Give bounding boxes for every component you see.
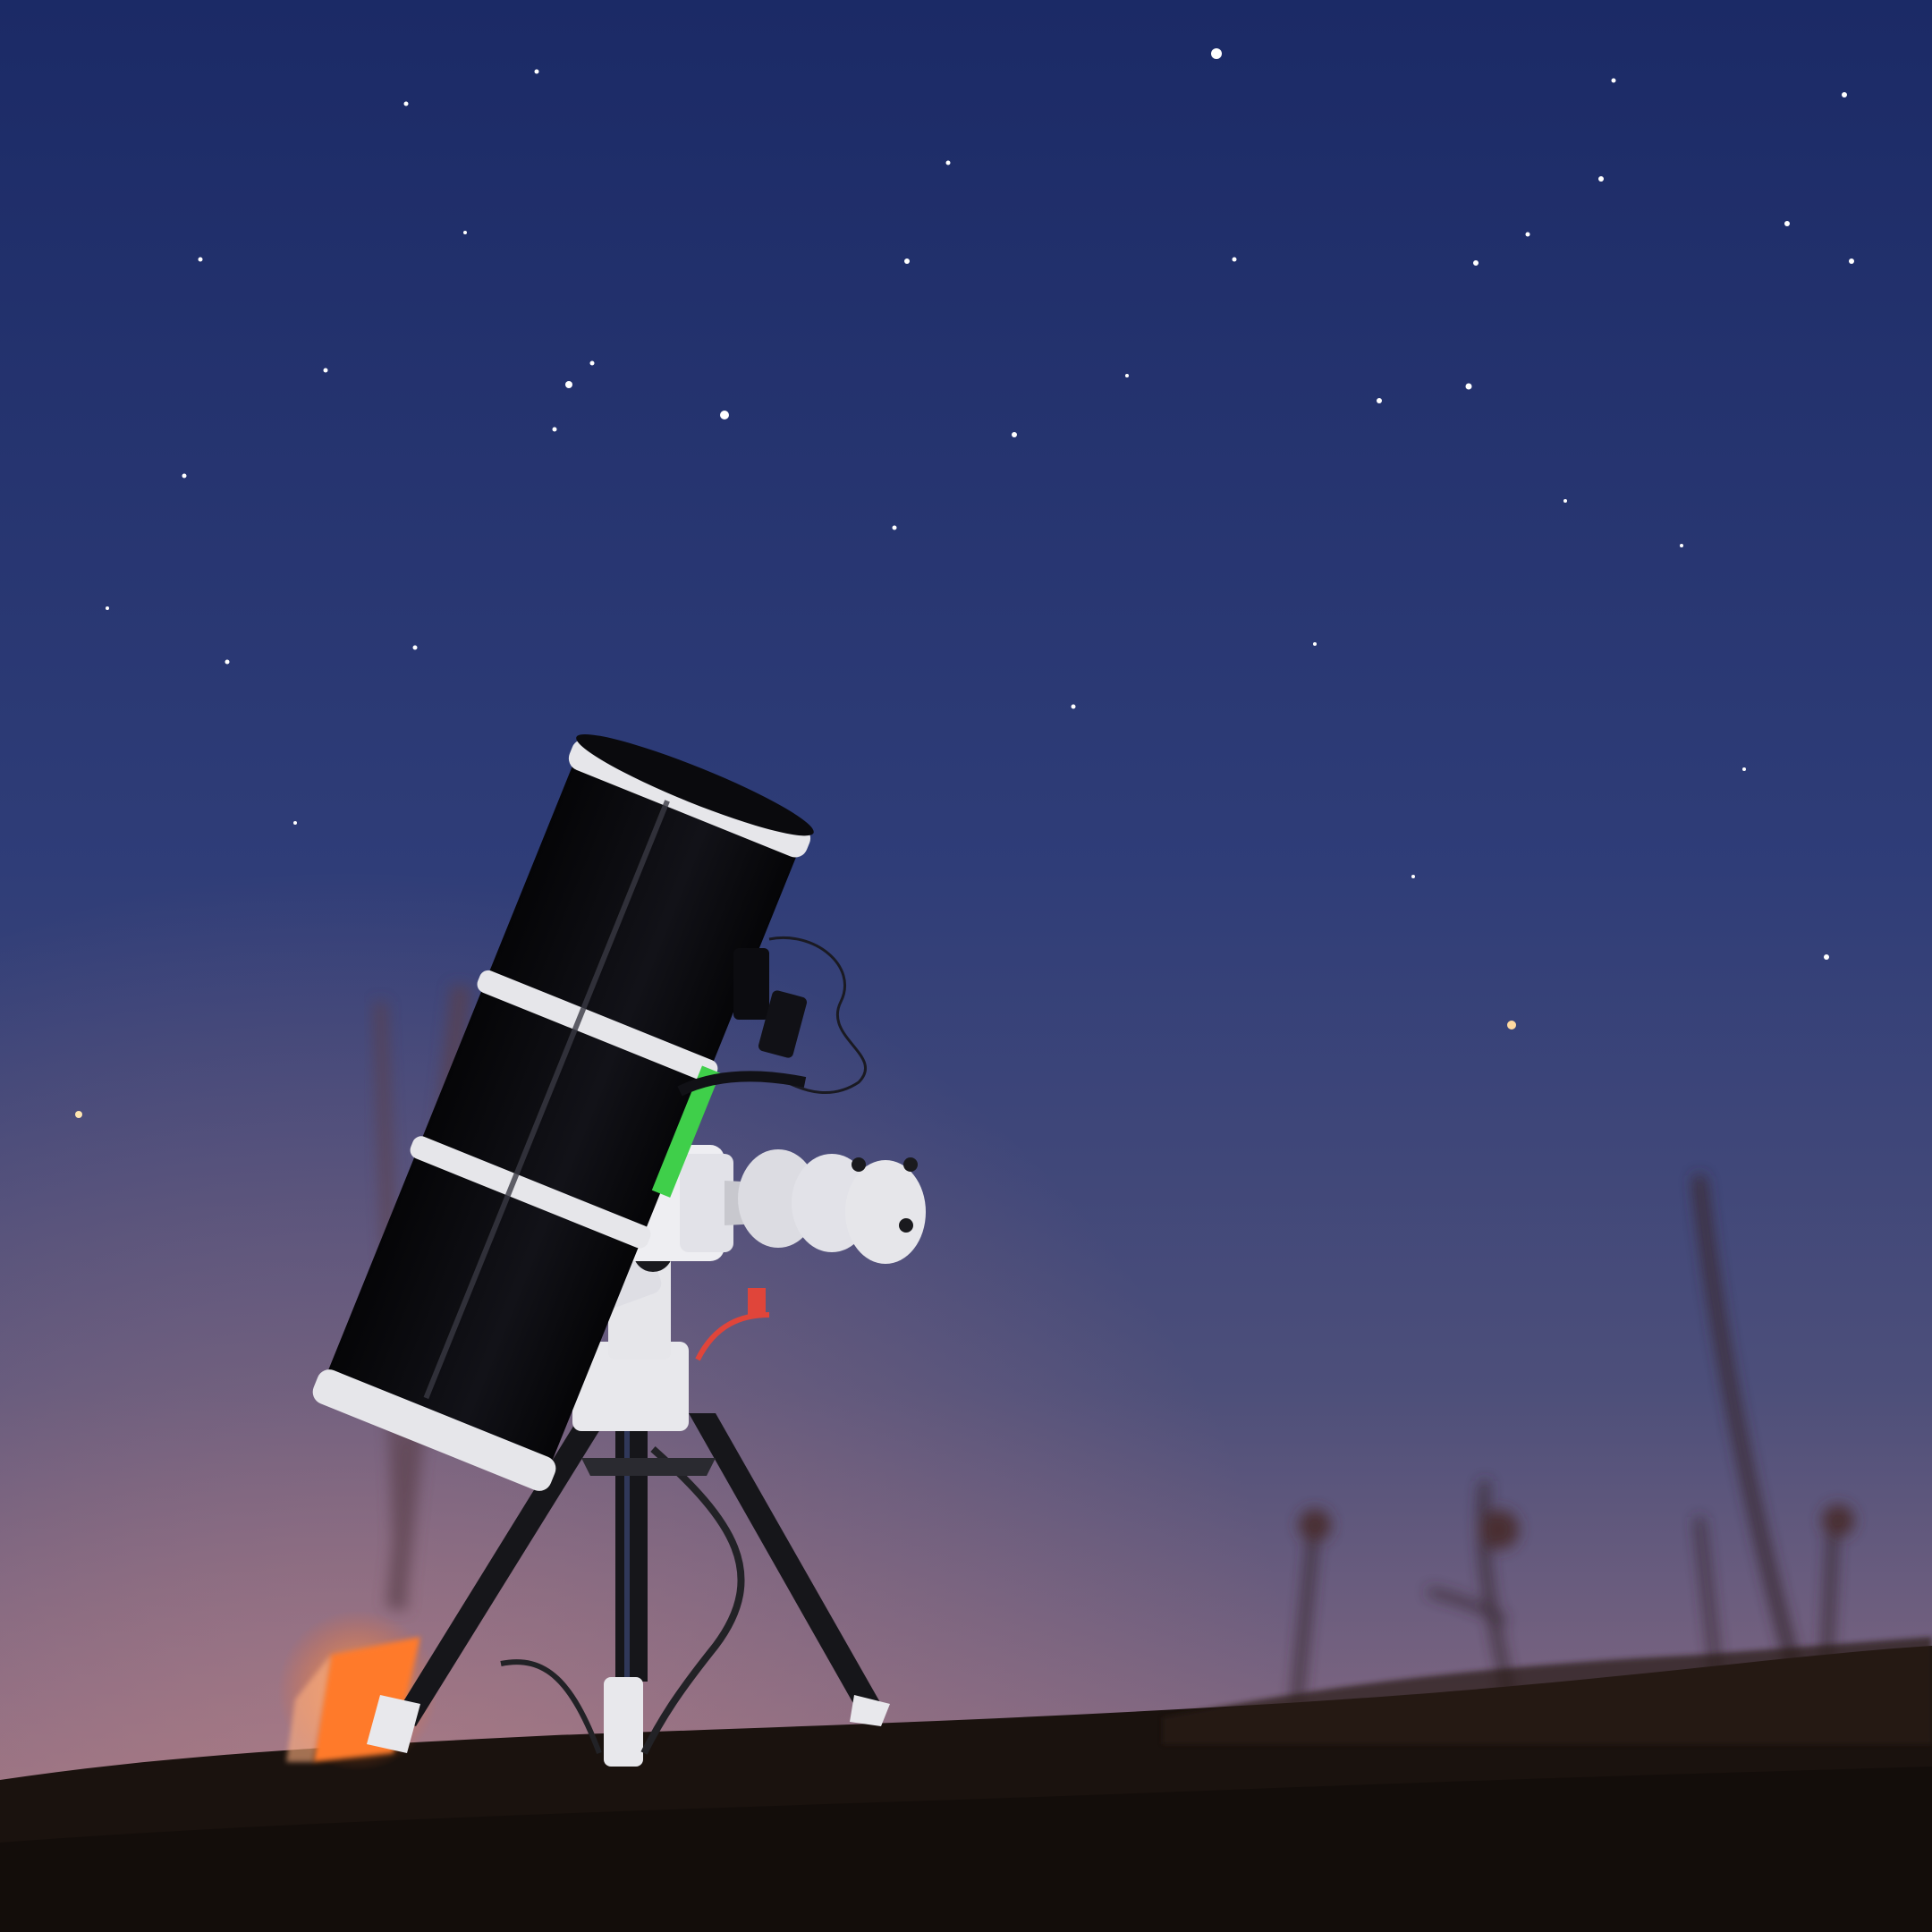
foreground-grass [0, 1767, 1932, 1932]
focuser-camera [677, 936, 867, 1097]
counterweights [724, 1149, 926, 1264]
telescope-tube [312, 733, 814, 1491]
grass-texture [1163, 1637, 1932, 1744]
tripod [367, 1413, 890, 1767]
stars [75, 48, 1854, 1118]
